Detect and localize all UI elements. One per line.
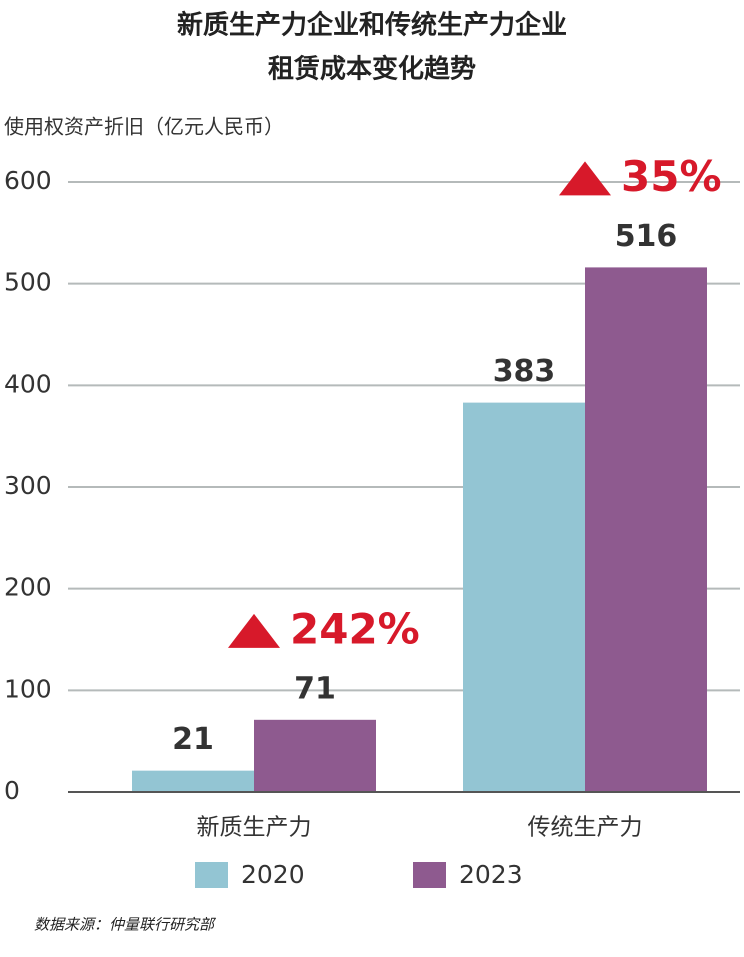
y-tick-label: 600 [4,166,52,195]
value-label: 21 [172,722,214,757]
legend-swatch [413,862,446,888]
bar [463,402,585,792]
value-label: 516 [615,219,678,254]
value-label: 383 [493,354,556,389]
chart-title: 租赁成本变化趋势 [268,54,476,85]
source-note: 数据来源：仲量联行研究部 [34,916,217,934]
legend-label: 2023 [459,860,523,889]
legend-label: 2020 [241,860,305,889]
x-tick-label: 新质生产力 [197,815,312,841]
value-label: 71 [294,671,336,706]
legend-swatch [195,862,228,888]
bar [254,719,376,792]
x-tick-label: 传统生产力 [528,815,643,841]
y-tick-label: 100 [4,674,52,703]
y-tick-label: 200 [4,573,52,602]
annotation: 35% [621,152,722,201]
y-tick-label: 0 [4,776,20,805]
y-tick-label: 500 [4,268,52,297]
up-triangle [228,613,280,648]
bar [585,267,707,792]
chart-title: 新质生产力企业和传统生产力企业 [177,10,567,41]
y-tick-label: 400 [4,369,52,398]
y-tick-label: 300 [4,471,52,500]
annotation: 242% [290,604,420,653]
up-triangle [559,161,611,196]
y-axis-label: 使用权资产折旧（亿元人民币） [4,115,284,139]
bar [132,770,254,792]
